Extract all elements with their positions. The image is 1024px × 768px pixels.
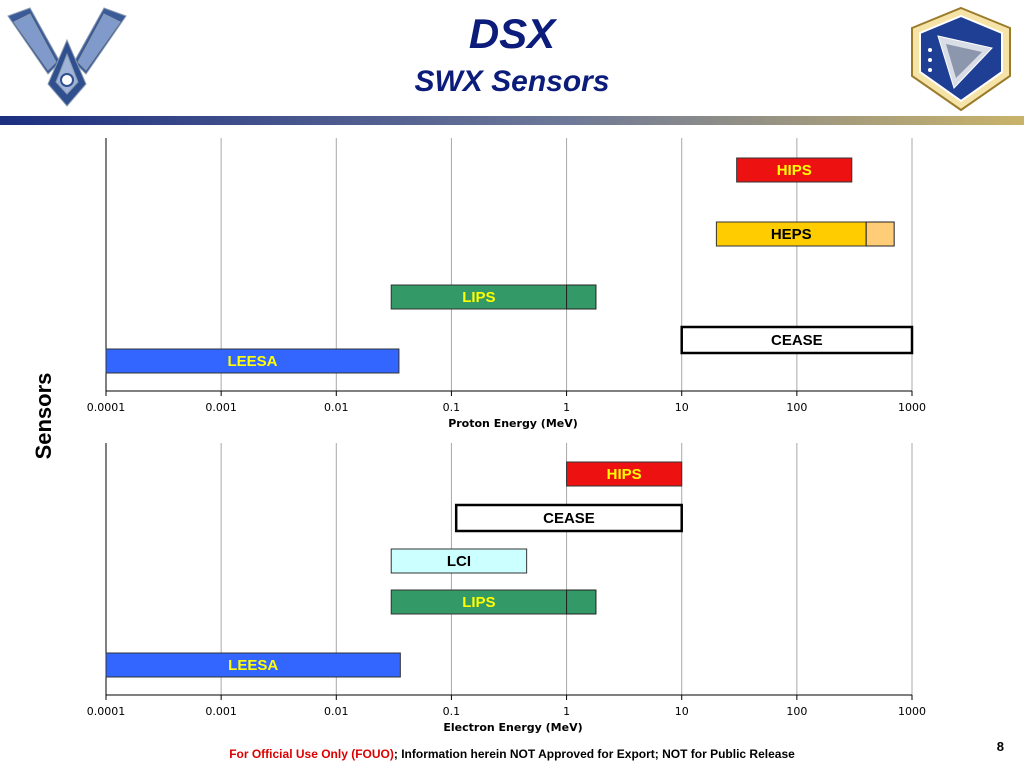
chart2-x-axis-label: Electron Energy (MeV) xyxy=(443,721,582,734)
footer-disclaimer: ; Information herein NOT Approved for Ex… xyxy=(393,747,795,761)
chart2-bar-lci xyxy=(390,548,528,574)
air-force-wings-logo xyxy=(0,0,134,114)
chart2-tick-label: 0.0001 xyxy=(87,705,126,718)
chart1-tick-label: 0.01 xyxy=(324,401,349,414)
research-laboratory-seal-logo xyxy=(911,6,1011,112)
chart2-tick-label: 100 xyxy=(786,705,807,718)
chart2-bar-lips-extension xyxy=(566,589,597,615)
footer-fouo: For Official Use Only (FOUO) xyxy=(229,747,394,761)
chart1-tick-label: 100 xyxy=(786,401,807,414)
chart1-tick-label: 0.001 xyxy=(205,401,237,414)
chart1-bar-hips xyxy=(736,157,853,183)
chart1-bar-heps-extension xyxy=(865,221,895,247)
chart1-tick-label: 1 xyxy=(563,401,570,414)
chart1-bar-label-leesa: LEESA xyxy=(227,353,277,370)
header-divider-bar xyxy=(0,116,1024,125)
chart2-tick-label: 0.1 xyxy=(443,705,461,718)
chart2-bar-label-cease: CEASE xyxy=(543,510,595,527)
chart1-tick-label: 0.0001 xyxy=(87,401,126,414)
chart2-bar-leesa xyxy=(105,652,401,678)
chart2-tick-label: 0.01 xyxy=(324,705,349,718)
chart1-bar-label-hips: HIPS xyxy=(777,162,812,179)
chart2-tick-label: 1 xyxy=(563,705,570,718)
footer-notice: For Official Use Only (FOUO); Informatio… xyxy=(0,747,1024,761)
chart2-bar-label-leesa: LEESA xyxy=(228,657,278,674)
chart1-bar-leesa xyxy=(105,348,400,374)
chart1-bar-cease xyxy=(680,325,914,355)
slide-title: DSX xyxy=(468,10,556,57)
chart1-x-axis-label: Proton Energy (MeV) xyxy=(448,417,578,430)
chart1-bar-lips-extension xyxy=(566,284,597,310)
chart1-tick-label: 0.1 xyxy=(443,401,461,414)
chart2-bar-lips xyxy=(390,589,568,615)
chart2-bar-cease xyxy=(454,503,683,533)
chart2-tick-label: 10 xyxy=(675,705,689,718)
chart1-bar-heps xyxy=(715,221,867,247)
chart1-bar-label-heps: HEPS xyxy=(771,226,812,243)
chart1-bar-label-cease: CEASE xyxy=(771,332,823,349)
slide-subtitle: SWX Sensors xyxy=(414,65,610,98)
chart1-bar-lips xyxy=(390,284,568,310)
chart2-tick-label: 0.001 xyxy=(205,705,237,718)
chart2-bar-label-lci: LCI xyxy=(447,553,471,570)
chart2-tick-label: 1000 xyxy=(898,705,926,718)
chart2-bar-hips xyxy=(566,461,683,487)
chart1-tick-label: 1000 xyxy=(898,401,926,414)
chart1-bar-label-lips: LIPS xyxy=(462,289,495,306)
chart2-bar-label-hips: HIPS xyxy=(607,466,642,483)
page-number: 8 xyxy=(996,739,1004,754)
chart1-tick-label: 10 xyxy=(675,401,689,414)
chart2-bar-label-lips: LIPS xyxy=(462,594,495,611)
